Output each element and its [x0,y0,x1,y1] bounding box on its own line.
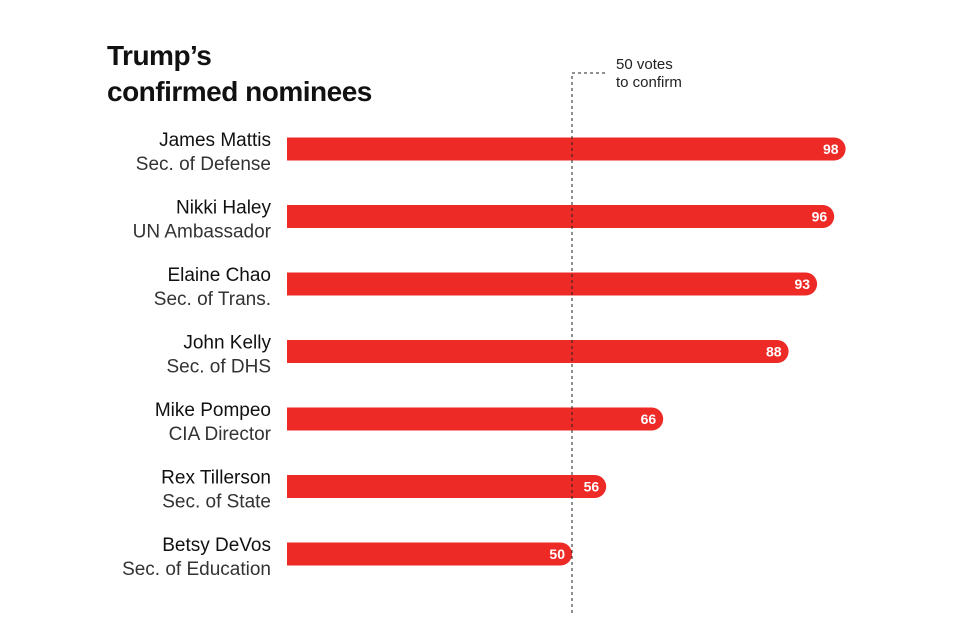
category-name-label: Betsy DeVos [162,535,271,556]
category-role-label: CIA Director [169,424,272,445]
category-role-label: UN Ambassador [133,222,272,243]
data-label: 96 [812,209,828,225]
title-line-1: Trump’s [107,40,212,71]
data-label: 56 [584,479,600,495]
bar [287,205,835,229]
bar [287,407,664,431]
data-label: 98 [823,141,839,157]
category-name-label: Elaine Chao [167,265,271,286]
reference-label-line-2: to confirm [616,74,682,91]
category-name-label: Mike Pompeo [155,400,271,421]
category-name-label: James Mattis [159,130,271,151]
data-label: 50 [549,546,565,562]
category-role-label: Sec. of Defense [136,154,271,175]
data-label: 88 [766,344,782,360]
bar [287,272,818,296]
category-role-label: Sec. of Education [122,559,271,580]
category-name-label: John Kelly [183,333,271,354]
bar [287,542,572,566]
data-label: 66 [641,411,657,427]
category-role-label: Sec. of Trans. [154,289,271,310]
category-role-label: Sec. of DHS [166,357,271,378]
category-name-label: Nikki Haley [176,198,272,219]
bar [287,475,607,498]
reference-line [571,72,607,613]
data-label: 93 [795,276,811,292]
chart-title: Trump’s confirmed nominees [107,38,427,110]
reference-label-line-1: 50 votes [616,56,673,73]
category-role-label: Sec. of State [162,492,271,513]
bar [287,137,846,161]
reference-line-label: 50 votes to confirm [616,56,736,92]
title-line-2: confirmed nominees [107,76,372,107]
bar [287,340,789,363]
category-name-label: Rex Tillerson [161,468,271,489]
